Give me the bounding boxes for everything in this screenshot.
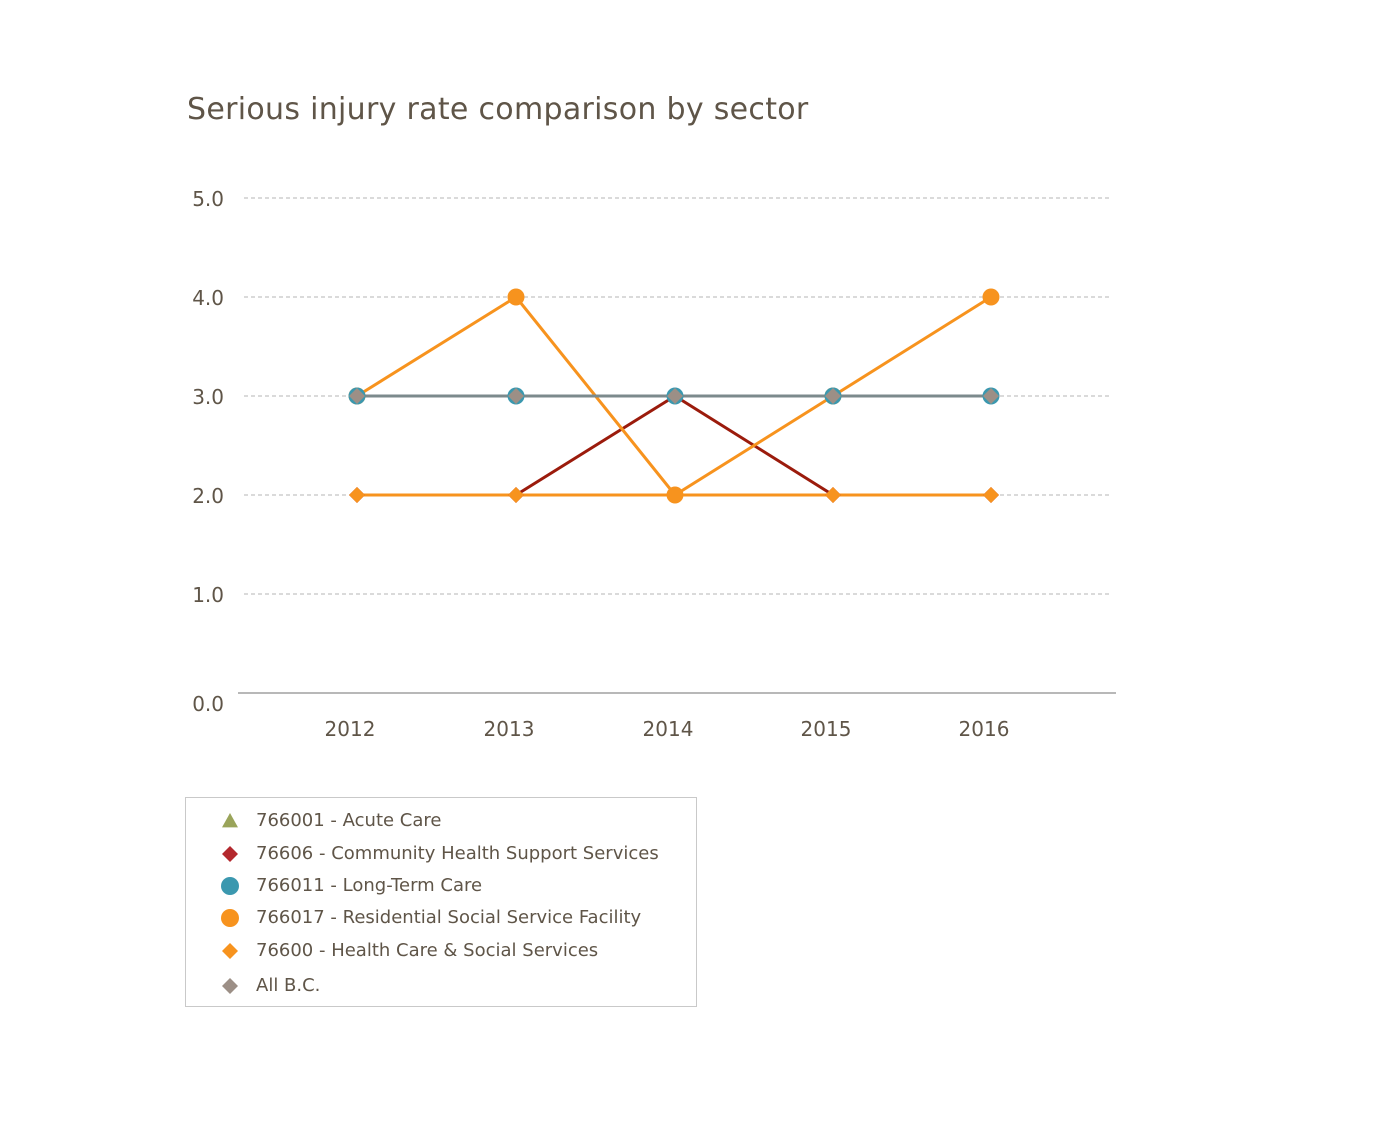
x-tick-label: 2015 (801, 717, 852, 741)
legend-circle-icon (221, 909, 239, 927)
legend-marker-shape (221, 877, 239, 895)
legend-circle-icon (221, 877, 239, 895)
x-tick-label: 2014 (643, 717, 694, 741)
legend-label: 76600 - Health Care & Social Services (256, 940, 599, 961)
legend-item: 76600 - Health Care & Social Services (186, 938, 696, 964)
chart-title: Serious injury rate comparison by sector (187, 92, 809, 127)
legend-label: 766001 - Acute Care (256, 810, 442, 831)
legend-diamond-icon (222, 943, 238, 959)
data-point-766017-2013 (507, 288, 525, 306)
y-tick-label: 0.0 (192, 692, 224, 716)
y-tick-label: 3.0 (192, 385, 224, 409)
legend-label: 76606 - Community Health Support Service… (256, 843, 659, 864)
legend-marker-shape (222, 813, 238, 828)
legend-item: 766011 - Long-Term Care (186, 873, 696, 899)
data-point-76600-2016 (983, 487, 999, 503)
series-markers (348, 288, 1000, 504)
data-point-All-2014 (667, 388, 683, 404)
x-tick-label: 2012 (325, 717, 376, 741)
y-tick-label: 5.0 (192, 187, 224, 211)
data-point-766017-2014 (666, 486, 684, 504)
legend-item: All B.C. (186, 973, 696, 999)
legend-marker-shape (221, 909, 239, 927)
y-tick-label: 4.0 (192, 286, 224, 310)
data-point-76600-2013 (508, 487, 524, 503)
legend-marker-shape (222, 846, 238, 862)
legend-item: 76606 - Community Health Support Service… (186, 841, 696, 867)
legend-item: 766017 - Residential Social Service Faci… (186, 905, 696, 931)
y-tick-label: 2.0 (192, 484, 224, 508)
legend-diamond-icon (222, 846, 238, 862)
legend-label: 766017 - Residential Social Service Faci… (256, 907, 642, 928)
data-point-766017-2016 (982, 288, 1000, 306)
legend-label: 766011 - Long-Term Care (256, 875, 483, 896)
legend-marker-shape (222, 943, 238, 959)
data-point-All-2013 (508, 388, 524, 404)
data-point-All-2016 (983, 388, 999, 404)
data-point-76600-2015 (825, 487, 841, 503)
legend-item: 766001 - Acute Care (186, 808, 696, 834)
legend-label: All B.C. (256, 975, 321, 996)
axes: 0.0 1.0 2.0 3.0 4.0 5.0 2012 2013 2014 2015 2016 (192, 187, 1116, 741)
series-line-76606 (357, 394, 991, 497)
data-point-All-2015 (825, 388, 841, 404)
legend: 766001 - Acute Care 76606 - Community Hea… (185, 797, 697, 1007)
y-tick-label: 1.0 (192, 583, 224, 607)
data-point-76600-2012 (349, 487, 365, 503)
data-point-All-2012 (349, 388, 365, 404)
legend-marker-shape (222, 978, 238, 994)
x-tick-label: 2016 (959, 717, 1010, 741)
legend-diamond-icon (222, 978, 238, 994)
x-tick-label: 2013 (484, 717, 535, 741)
legend-triangle-icon (222, 813, 238, 828)
